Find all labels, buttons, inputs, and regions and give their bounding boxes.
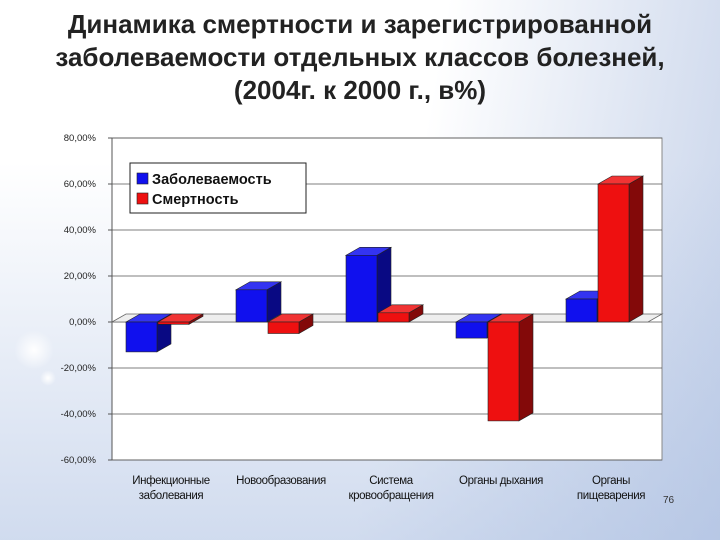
- decorative-sparkle: [14, 330, 54, 370]
- legend-label: Заболеваемость: [152, 172, 272, 188]
- x-category-label: Новообразования: [236, 475, 326, 487]
- y-tick-label: -60,00%: [61, 455, 97, 466]
- x-category-label: Система: [369, 475, 414, 487]
- y-tick-label: 80,00%: [64, 133, 97, 144]
- x-category-label: Инфекционные: [132, 475, 209, 487]
- y-tick-label: 0,00%: [69, 317, 96, 328]
- legend-label: Смертность: [152, 192, 239, 208]
- x-category-label: Органы: [592, 475, 630, 487]
- x-category-label: Органы дыхания: [459, 475, 543, 487]
- bar-side: [628, 175, 644, 323]
- bar-side: [518, 313, 534, 422]
- legend-swatch: [136, 192, 149, 205]
- x-category-label: заболевания: [139, 490, 204, 502]
- y-tick-label: 60,00%: [64, 179, 97, 190]
- bar-mortality: [487, 321, 520, 422]
- y-tick-label: -20,00%: [61, 363, 97, 374]
- plot-area: 80,00% 60,00% 40,00% 20,00% 0,00% -20,00% -40,…: [61, 133, 664, 502]
- bar-mortality: [157, 321, 190, 325]
- bar-mortality: [267, 321, 300, 334]
- y-tick-label: -40,00%: [61, 409, 97, 420]
- bar-morbidity: [125, 321, 158, 353]
- legend-box: [129, 162, 307, 214]
- x-category-label: кровообращения: [348, 490, 433, 502]
- bar-morbidity: [235, 289, 268, 323]
- bar-morbidity: [345, 255, 378, 323]
- decorative-sparkle: [40, 370, 56, 386]
- bar-morbidity: [565, 298, 598, 323]
- slide-title: Динамика смертности и зарегистрированной…: [55, 9, 665, 105]
- bar-mortality: [597, 183, 630, 323]
- bar-mortality: [377, 312, 410, 323]
- bar-morbidity: [455, 321, 488, 339]
- y-tick-label: 20,00%: [64, 271, 97, 282]
- x-category-label: пищеварения: [577, 490, 645, 502]
- legend-swatch: [136, 172, 149, 185]
- y-tick-label: 40,00%: [64, 225, 97, 236]
- page-number: 76: [663, 495, 675, 506]
